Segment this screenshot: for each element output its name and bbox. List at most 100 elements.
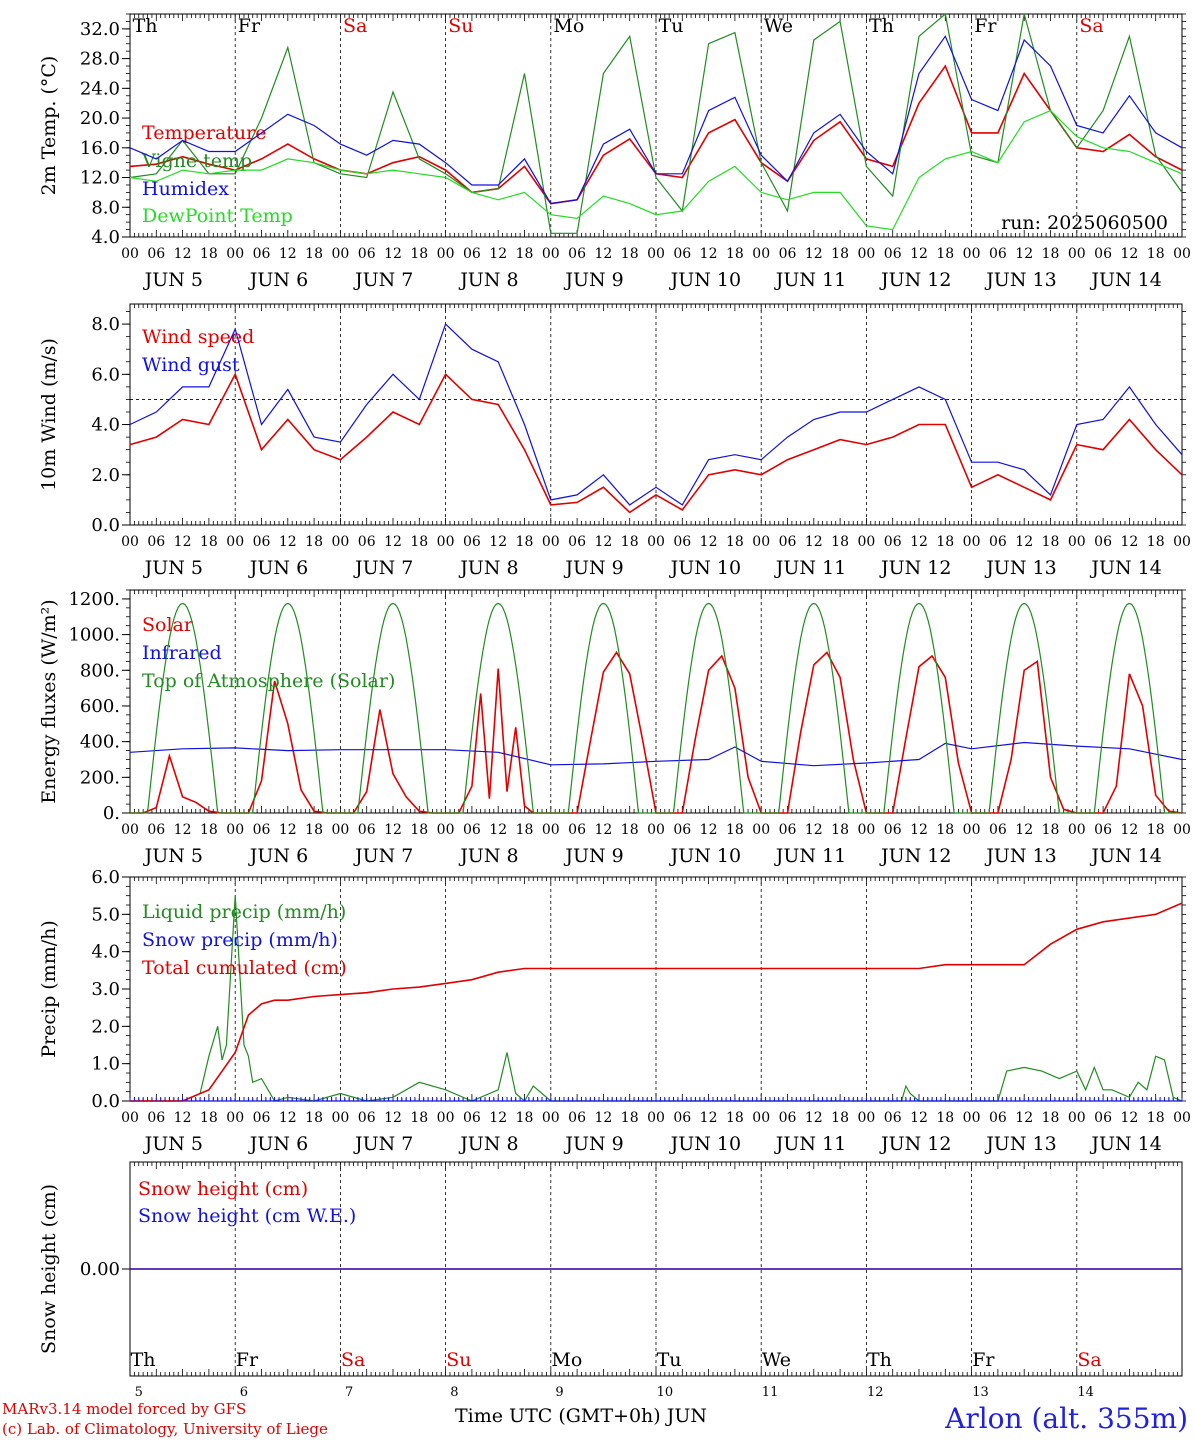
- hour-label: 06: [673, 822, 691, 838]
- day-abbr-bottom: Mo: [551, 1349, 582, 1371]
- time-axis-title: Time UTC (GMT+0h) JUN: [455, 1405, 707, 1427]
- series-line-2-2: [130, 602, 1182, 814]
- hour-label: 06: [147, 534, 165, 550]
- y-tick-label: 1000.: [68, 625, 120, 646]
- y-tick-label: 6.0: [91, 867, 120, 888]
- day-number: 7: [345, 1385, 353, 1400]
- date-label: JUN 9: [563, 845, 623, 867]
- legend-entry: Wind speed: [142, 326, 254, 348]
- model-credit: MARv3.14 model forced by GFS: [2, 1400, 247, 1418]
- hour-label: 12: [174, 1110, 192, 1126]
- date-label: JUN 12: [879, 269, 951, 291]
- hour-label: 06: [673, 534, 691, 550]
- hour-label: 12: [910, 534, 928, 550]
- date-label: JUN 11: [774, 845, 846, 867]
- hour-label: 12: [805, 246, 823, 262]
- hour-label: 18: [410, 246, 428, 262]
- y-tick-label: 1.0: [91, 1054, 120, 1075]
- y-tick-label: 0.0: [91, 515, 120, 536]
- hour-label: 00: [752, 1110, 770, 1126]
- hour-label: 12: [910, 1110, 928, 1126]
- date-label: JUN 8: [458, 845, 518, 867]
- date-label: JUN 13: [984, 269, 1056, 291]
- hour-label: 12: [805, 822, 823, 838]
- y-tick-label: 12.0: [80, 168, 120, 189]
- hour-label: 06: [568, 246, 586, 262]
- y-tick-label: 4.0: [91, 942, 120, 963]
- hour-label: 12: [700, 822, 718, 838]
- hour-label: 18: [410, 822, 428, 838]
- date-label: JUN 8: [458, 269, 518, 291]
- legend-entry: Infrared: [142, 642, 222, 664]
- series-line-3-2: [130, 902, 1183, 1102]
- hour-label: 06: [1094, 534, 1112, 550]
- hour-label: 18: [200, 822, 218, 838]
- hour-label: 00: [647, 1110, 665, 1126]
- date-label: JUN 13: [984, 557, 1056, 579]
- hour-label: 00: [1173, 822, 1191, 838]
- hour-label: 00: [857, 246, 875, 262]
- y-axis-label: 10m Wind (m/s): [38, 338, 60, 491]
- hour-label: 06: [358, 822, 376, 838]
- hour-label: 06: [884, 246, 902, 262]
- hour-label: 00: [121, 534, 139, 550]
- hour-label: 12: [489, 534, 507, 550]
- hour-label: 00: [331, 1110, 349, 1126]
- hour-label: 06: [463, 822, 481, 838]
- hour-label: 06: [1094, 822, 1112, 838]
- hour-label: 18: [726, 1110, 744, 1126]
- hour-label: 18: [516, 1110, 534, 1126]
- hour-label: 18: [726, 534, 744, 550]
- hour-label: 00: [331, 822, 349, 838]
- hour-label: 00: [1068, 1110, 1086, 1126]
- hour-label: 00: [1068, 246, 1086, 262]
- y-tick-label: 0.0: [91, 1091, 120, 1112]
- date-label: JUN 7: [353, 557, 413, 579]
- date-label: JUN 14: [1089, 1133, 1161, 1155]
- hour-label: 00: [437, 534, 455, 550]
- hour-label: 06: [358, 246, 376, 262]
- hour-label: 18: [621, 534, 639, 550]
- y-tick-label: 5.0: [91, 904, 120, 925]
- hour-label: 12: [489, 822, 507, 838]
- date-label: JUN 5: [143, 1133, 203, 1155]
- hour-label: 12: [700, 534, 718, 550]
- hour-label: 00: [963, 822, 981, 838]
- hour-label: 00: [542, 1110, 560, 1126]
- hour-label: 06: [779, 1110, 797, 1126]
- y-tick-label: 600.: [80, 696, 120, 717]
- hour-label: 12: [279, 246, 297, 262]
- hour-label: 12: [1120, 534, 1138, 550]
- y-tick-label: 1200.: [68, 589, 120, 610]
- hour-label: 00: [857, 822, 875, 838]
- y-tick-label: 16.0: [80, 138, 120, 159]
- y-tick-label: 28.0: [80, 49, 120, 70]
- date-label: JUN 6: [248, 269, 308, 291]
- hour-label: 00: [226, 534, 244, 550]
- series-line-1-1: [129, 323, 1183, 506]
- hour-label: 00: [963, 1110, 981, 1126]
- hour-label: 12: [489, 246, 507, 262]
- hour-label: 12: [279, 1110, 297, 1126]
- day-abbr-bottom: Fr: [972, 1349, 995, 1371]
- date-label: JUN 11: [774, 1133, 846, 1155]
- hour-label: 18: [410, 534, 428, 550]
- y-tick-label: 2.0: [91, 465, 120, 486]
- hour-label: 00: [647, 534, 665, 550]
- hour-label: 00: [1173, 1110, 1191, 1126]
- hour-label: 06: [779, 822, 797, 838]
- day-abbr-top: Tu: [659, 15, 684, 37]
- day-abbr-top: Fr: [238, 15, 261, 37]
- hour-label: 00: [647, 822, 665, 838]
- lab-credit: (c) Lab. of Climatology, University of L…: [2, 1420, 328, 1438]
- hour-label: 06: [673, 246, 691, 262]
- day-number: 5: [135, 1385, 143, 1400]
- hour-label: 18: [305, 822, 323, 838]
- legend-entry: Temperature: [142, 122, 266, 144]
- hour-label: 06: [989, 534, 1007, 550]
- hour-label: 00: [331, 534, 349, 550]
- date-label: JUN 11: [774, 557, 846, 579]
- y-tick-label: 24.0: [80, 78, 120, 99]
- date-label: JUN 5: [143, 269, 203, 291]
- legend-entry: Snow height (cm): [138, 1178, 308, 1200]
